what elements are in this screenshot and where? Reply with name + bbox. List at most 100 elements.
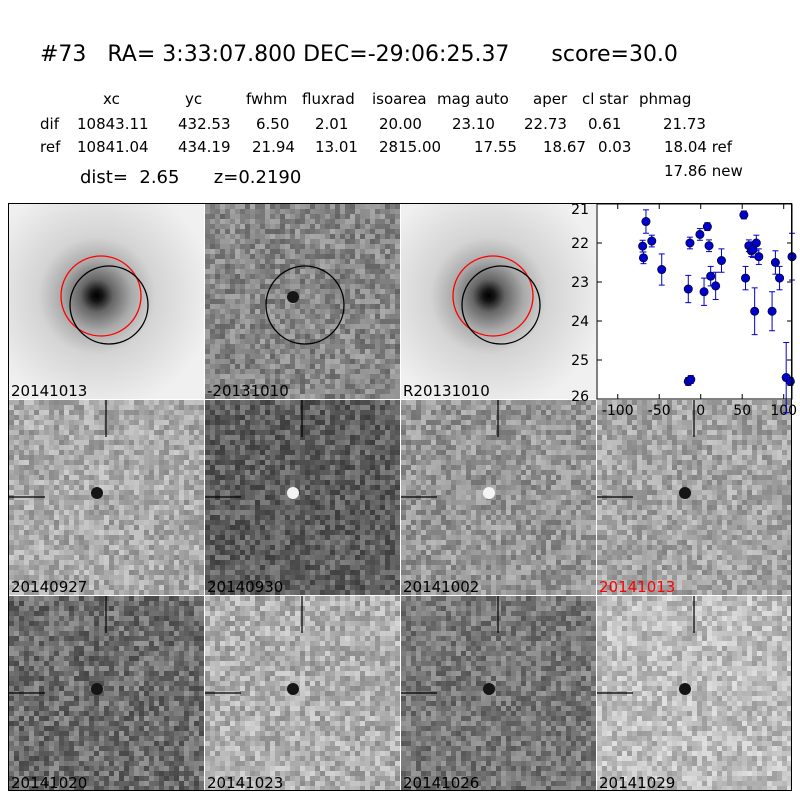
header-fluxrad: fluxrad [302,90,355,108]
ref-yc: 434.19 [178,138,231,156]
y-tick-label: 24 [571,314,589,330]
image-panel: 20141029 [597,596,792,791]
black-aperture-circle [265,265,345,345]
data-point [775,273,785,283]
ref-phmag: 18.04 ref [664,138,733,156]
black-aperture-circle [69,265,149,345]
ref-fwhm: 21.94 [252,138,295,156]
image-panel: 20140930 [205,400,400,595]
light-curve-chart: 21 22 23 24 25 26 -100 -50 0 50 100 [571,202,797,419]
dif-label: dif [40,115,59,133]
header-clstar: cl star [582,90,629,108]
x-tick-label: 100 [770,403,797,419]
header-yc: yc [185,90,203,108]
new-mag: 17.86 new [664,162,743,180]
image-panel: 20141002 [401,400,596,595]
panel-date-label: 20141020 [11,774,88,791]
y-tick-label: 23 [571,275,589,291]
data-point [741,273,751,283]
y-tick-label: 25 [571,353,589,369]
x-tick-label: -50 [648,403,671,419]
data-point [706,271,716,281]
data-point [683,284,693,294]
image-stamp [401,596,596,791]
data-point [641,217,651,227]
image-stamp [9,400,204,595]
data-point [750,306,760,316]
image-panel: 20141013 [597,400,792,595]
ref-clstar: 0.03 [598,138,632,156]
page-title: #73 RA= 3:33:07.800 DEC=-29:06:25.37 sco… [40,42,678,67]
image-stamp [205,204,400,399]
image-stamp [597,400,792,595]
header-xc: xc [103,90,120,108]
x-tick-label: 50 [733,403,751,419]
header-isoarea: isoarea [372,90,427,108]
image-stamp [401,400,596,595]
image-stamp [205,596,400,791]
plot-frame [596,203,793,400]
panel-date-label: 20141002 [403,578,480,595]
data-point [704,241,714,251]
data-point [647,236,657,246]
header-aper: aper [533,90,568,108]
data-point [716,256,726,266]
image-panel: 20141013 [9,204,204,399]
dif-fwhm: 6.50 [256,115,290,133]
panel-date-label: 20141013 [11,382,88,399]
panel-date-label: 20141029 [599,774,676,791]
data-point [695,229,705,239]
dif-isoarea: 20.00 [379,115,422,133]
y-tick-label: 22 [571,236,589,252]
image-panel: 20141020 [9,596,204,791]
panel-date-label: 20141013 [599,578,676,595]
image-stamp [205,400,400,595]
data-point [685,238,695,248]
ref-magauto: 17.55 [474,138,517,156]
image-panel: 20141023 [205,596,400,791]
data-point [754,252,764,262]
data-point [686,375,696,385]
ref-xc: 10841.04 [77,138,149,156]
dif-xc: 10843.11 [77,115,149,133]
y-tick-label: 26 [571,389,589,405]
header-phmag: phmag [639,90,692,108]
data-point [638,241,648,251]
ref-label: ref [40,138,61,156]
image-panel: 20141026 [401,596,596,791]
data-point [739,210,749,220]
panel-date-label: 20141023 [207,774,284,791]
data-point [711,281,721,291]
light-curve-svg: 21 22 23 24 25 26 -100 -50 0 50 100 [571,202,797,419]
data-point [751,238,761,248]
panel-date-label: -20131010 [207,382,289,399]
panel-date-label: R20131010 [403,382,490,399]
dif-clstar: 0.61 [588,115,622,133]
panel-date-label: 20140930 [207,578,284,595]
image-stamp [9,596,204,791]
panel-date-label: 20141026 [403,774,480,791]
dif-phmag: 21.73 [663,115,706,133]
data-point [785,376,795,386]
red-aperture-circle [452,255,534,337]
dif-yc: 432.53 [178,115,231,133]
panel-date-label: 20140927 [11,578,88,595]
image-panel: R20131010 [401,204,596,399]
dif-fluxrad: 2.01 [315,115,349,133]
data-point [638,253,648,263]
y-tick-label: 21 [571,202,589,218]
dif-aper: 22.73 [524,115,567,133]
image-panel: 20140927 [9,400,204,595]
data-point [657,265,667,275]
dif-magauto: 23.10 [452,115,495,133]
image-stamp [9,204,204,399]
image-stamp [401,204,596,399]
black-aperture-circle [461,265,541,345]
ref-isoarea: 2815.00 [379,138,442,156]
data-point [702,222,712,232]
data-point [699,287,709,297]
x-tick-label: 0 [696,403,705,419]
header-magauto: mag auto [437,90,509,108]
data-point [770,257,780,267]
dist-redshift: dist= 2.65 z=0.2190 [80,167,302,188]
